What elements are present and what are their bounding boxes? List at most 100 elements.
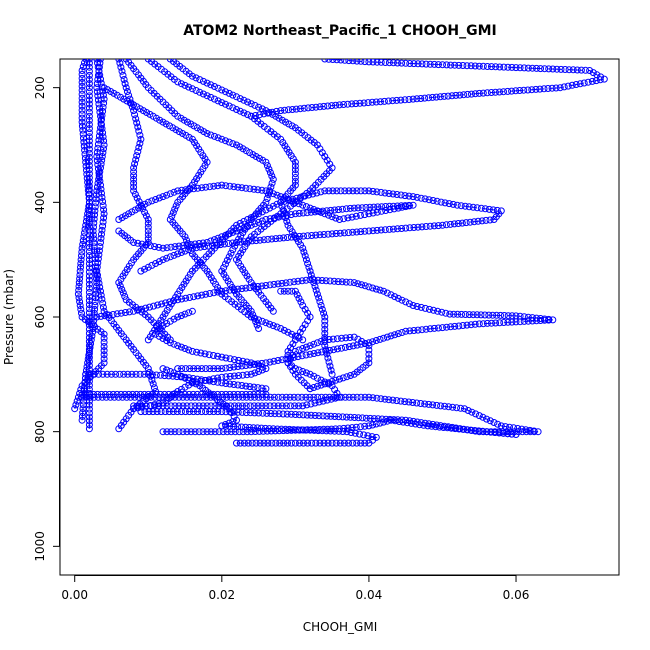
data-point [222,364,230,372]
data-point [347,413,354,421]
data-point [354,204,362,212]
data-point [280,287,288,295]
data-point [469,311,477,319]
data-point [211,83,218,90]
data-point [94,255,102,263]
data-point [478,217,486,225]
data-point [267,183,275,191]
data-point [100,343,108,350]
data-point [264,191,272,199]
data-point [414,326,422,334]
data-point [148,376,156,384]
data-point [335,413,343,421]
data-point [76,298,84,306]
data-point [387,332,395,340]
data-point [451,425,459,433]
data-point [344,214,352,222]
data-point [99,222,107,230]
data-point [369,59,377,66]
data-point [251,369,259,377]
data-point [324,354,332,362]
data-point [277,198,285,206]
data-point [177,372,185,380]
data-point [78,70,86,78]
data-point [302,393,310,401]
data-point [85,198,93,206]
data-point [268,172,276,180]
data-point [190,365,198,373]
data-point [108,370,115,378]
data-point [357,423,364,431]
x-axis: 0.00 0.02 0.04 0.06 [61,575,529,602]
data-point [136,131,144,139]
data-point [298,352,306,360]
data-point [205,376,213,384]
data-point [99,202,107,210]
data-point [560,83,568,91]
data-point [300,104,308,112]
data-point [194,365,202,373]
data-point [541,316,549,324]
data-series [93,276,557,373]
data-point [296,439,303,447]
y-tick-label: 400 [33,191,47,214]
data-point [284,328,292,336]
data-point [99,218,107,226]
data-point [103,370,111,378]
data-point [492,63,500,71]
data-point [99,303,107,311]
data-point [186,294,194,301]
data-point [278,356,286,364]
data-point [394,294,402,302]
data-point [533,64,540,72]
data-point [479,62,487,70]
data-point [465,203,473,211]
data-point [326,277,334,285]
data-point [317,381,325,389]
series-line [140,190,503,341]
data-point [163,320,171,327]
data-point [365,422,373,430]
data-point [238,402,246,410]
data-point [188,72,196,80]
data-point [421,400,429,408]
data-point [85,268,93,276]
data-point [269,322,277,330]
data-point [238,184,246,192]
data-point [210,365,218,373]
data-point [389,190,397,198]
data-point [369,421,377,429]
data-point [320,425,327,433]
data-point [327,395,335,403]
data-point [222,380,230,387]
data-point [143,393,151,401]
data-point [85,305,93,313]
data-point [183,428,191,436]
data-point [255,393,263,401]
data-point [429,197,437,204]
data-point [252,318,260,326]
data-point [239,393,247,401]
data-point [185,83,193,91]
data-series [115,59,174,344]
data-point [240,217,248,225]
data-point [453,404,461,412]
data-point [319,412,327,420]
data-point [72,401,80,409]
data-point [226,372,234,380]
data-point [320,231,328,238]
data-point [329,335,337,343]
data-point [97,124,104,132]
data-point [552,84,560,92]
data-point [97,75,104,83]
data-point [233,227,240,235]
data-point [451,322,459,330]
data-point [97,287,104,295]
data-point [465,311,473,319]
data-point [93,80,101,88]
data-point [260,439,268,447]
data-point [349,187,357,195]
data-point [187,428,195,436]
data-point [78,118,86,126]
data-point [291,336,299,344]
